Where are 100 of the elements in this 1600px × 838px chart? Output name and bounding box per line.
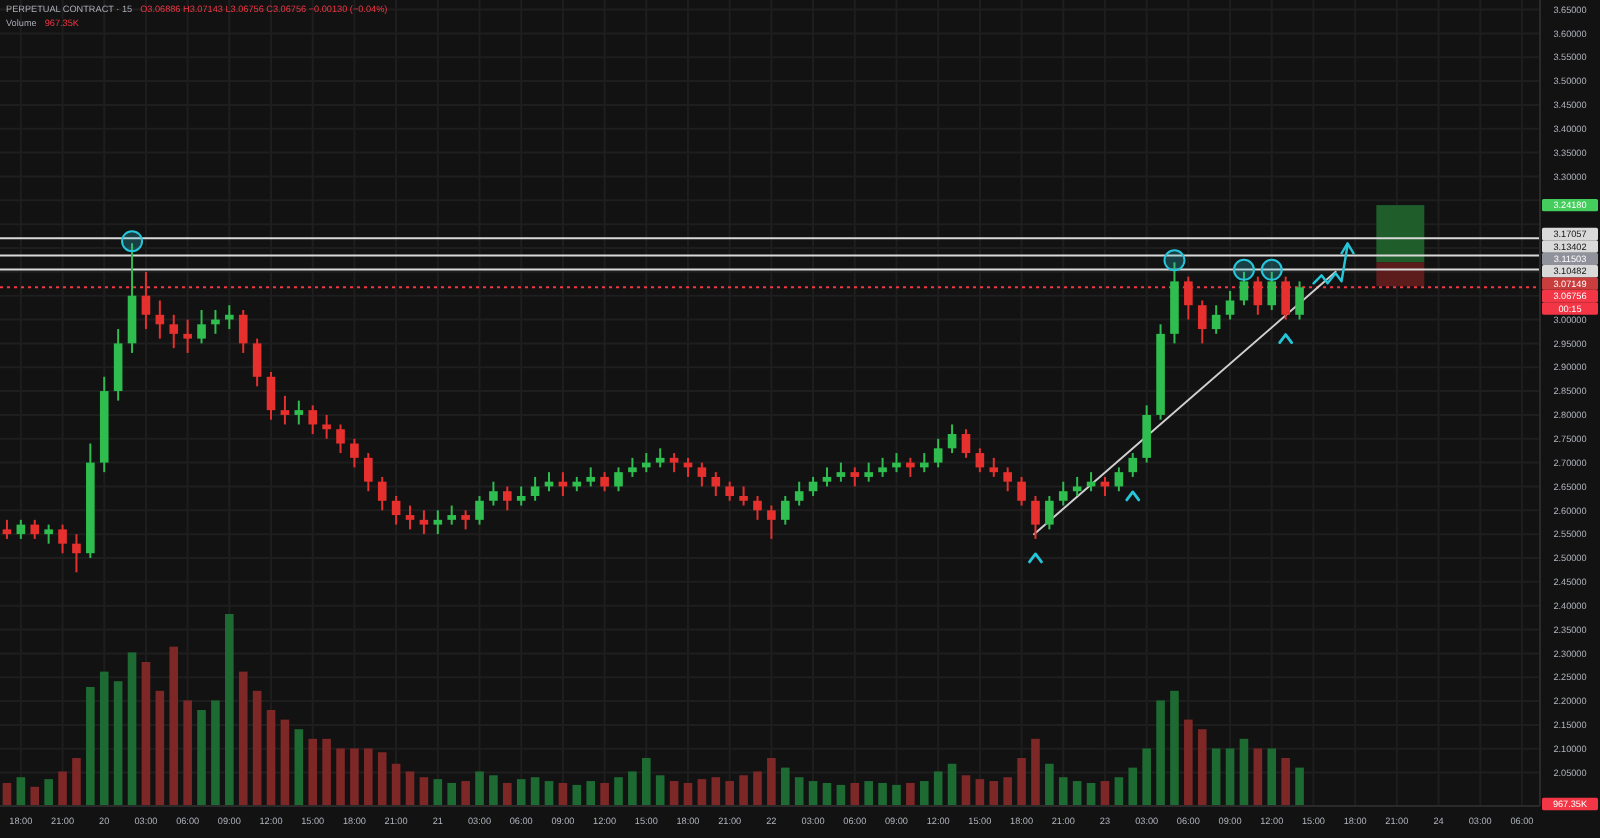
bar (794, 777, 804, 806)
bar (127, 652, 137, 806)
candlestick (30, 518, 40, 540)
candlestick (655, 447, 665, 469)
bar (1281, 758, 1290, 806)
bar (530, 777, 540, 806)
candlestick (419, 509, 429, 536)
bar (280, 719, 290, 806)
bar (322, 738, 331, 806)
bar (906, 782, 915, 806)
bar (99, 671, 109, 806)
candlestick (364, 452, 373, 493)
bar (586, 781, 596, 806)
bar (1031, 738, 1040, 806)
candlestick (753, 495, 762, 521)
candlestick (864, 461, 873, 483)
candlestick (141, 270, 151, 331)
candlestick (113, 328, 123, 402)
candlestick (280, 394, 290, 426)
bar (864, 781, 873, 806)
bar (1142, 748, 1151, 806)
bar (211, 700, 220, 806)
bar (503, 782, 512, 806)
bar (419, 777, 429, 806)
bar (183, 700, 192, 806)
candlestick (600, 471, 609, 493)
candlestick (1058, 480, 1068, 507)
candlestick (1031, 495, 1040, 540)
candlestick (44, 523, 53, 545)
candlestick (669, 452, 679, 474)
candlestick (1295, 280, 1304, 321)
candlestick (461, 509, 470, 531)
bar (225, 614, 234, 806)
bar (1253, 748, 1263, 806)
bar (141, 662, 151, 806)
bar (377, 752, 387, 806)
bar (113, 681, 123, 806)
bar (155, 690, 165, 806)
candlestick (169, 313, 179, 350)
candlestick (836, 461, 846, 483)
bar (238, 671, 248, 806)
bar (614, 777, 623, 806)
bar (961, 775, 971, 806)
bar (1003, 777, 1012, 806)
candlestick (739, 485, 748, 507)
candlestick (322, 413, 331, 440)
candlestick (1114, 466, 1124, 493)
candlestick (1017, 475, 1026, 507)
candlestick (2, 518, 12, 540)
bar (364, 748, 373, 806)
bar (1170, 690, 1179, 806)
bar (294, 729, 304, 806)
bar (1211, 748, 1221, 806)
candlestick (1281, 275, 1290, 321)
bar (600, 782, 609, 806)
bar (933, 771, 943, 806)
candlestick (475, 495, 484, 526)
candlestick (127, 242, 137, 354)
bar (447, 782, 457, 806)
candlestick (1253, 275, 1263, 316)
bar (169, 646, 179, 806)
candlestick (308, 404, 318, 435)
bar (739, 775, 748, 806)
candlestick (780, 495, 790, 526)
bar (391, 763, 401, 806)
candlestick (183, 318, 192, 354)
bar (350, 748, 359, 806)
bar (989, 781, 999, 806)
candlestick (391, 495, 401, 526)
bar (1128, 767, 1138, 806)
candlestick (72, 533, 81, 574)
candlestick (711, 471, 721, 497)
bar (711, 777, 721, 806)
bar (1114, 777, 1124, 806)
candlestick (377, 475, 387, 512)
candlestick (822, 466, 832, 488)
candlestick (975, 447, 985, 474)
bar (655, 775, 665, 806)
bar (725, 781, 734, 806)
candlestick (933, 437, 943, 469)
bar (1295, 767, 1304, 806)
candlestick (1197, 299, 1207, 345)
candlestick (225, 304, 234, 331)
bar (641, 758, 651, 806)
candlestick (1003, 466, 1012, 493)
bar (628, 771, 637, 806)
bar (1017, 758, 1026, 806)
candlestick (961, 428, 971, 459)
candlestick (614, 466, 623, 493)
candlestick (878, 456, 887, 478)
bar (919, 781, 929, 806)
bar (753, 771, 762, 806)
candlestick (1072, 475, 1082, 497)
candlestick (1142, 404, 1151, 464)
bar (475, 771, 484, 806)
bar (975, 779, 985, 806)
bar (461, 781, 470, 806)
candlestick (336, 423, 345, 455)
candlestick (989, 456, 999, 478)
candlestick (1045, 495, 1054, 531)
